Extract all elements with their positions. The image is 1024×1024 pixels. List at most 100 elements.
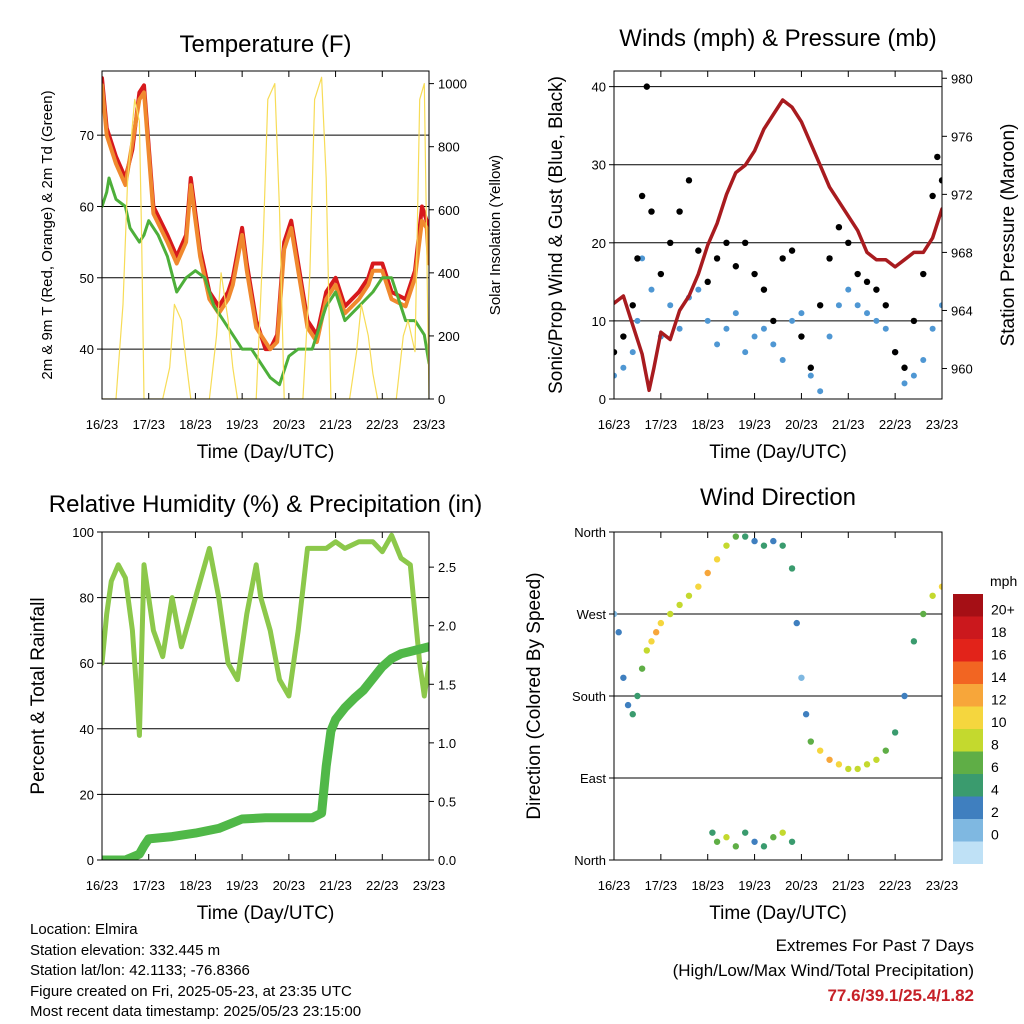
gust-point	[788, 247, 796, 254]
x-tick-label: 20/23	[273, 417, 306, 432]
plot-frame	[101, 531, 430, 861]
y2-tick-label: 1.5	[438, 677, 456, 692]
gust-point	[751, 270, 758, 278]
temp9m-line	[102, 83, 429, 352]
gust-point	[854, 270, 861, 278]
wind-point	[845, 286, 852, 293]
y-axis-label: Percent & Total Rainfall	[28, 597, 49, 794]
x-tick-label: 18/23	[691, 417, 724, 432]
gust-point	[685, 177, 693, 184]
y-tick-label: 50	[80, 271, 94, 286]
y2-tick-label: 0	[438, 392, 445, 407]
gust-point	[891, 348, 899, 356]
gust-point	[882, 302, 889, 309]
x-tick-label: 20/23	[785, 878, 818, 893]
gust-point	[760, 286, 768, 293]
x-tick-label: 20/23	[273, 878, 306, 893]
direction_north-point	[760, 843, 768, 850]
legend-label: 20+	[991, 602, 1015, 618]
wind-point	[882, 325, 889, 332]
direction-point	[615, 629, 622, 636]
wind-point	[873, 317, 880, 324]
gust-point	[929, 192, 936, 200]
legend-swatch	[953, 661, 983, 684]
y2-tick-label: 1000	[438, 77, 467, 92]
x-tick-label: 19/23	[738, 878, 771, 893]
wind-point	[676, 325, 683, 332]
legend-label: 4	[991, 782, 999, 798]
wind-point	[826, 333, 833, 340]
direction-point	[629, 711, 636, 718]
recent-timestamp: Most recent data timestamp: 2025/05/23 2…	[30, 1003, 362, 1020]
y2-tick-label: 964	[951, 303, 973, 318]
wind-point	[798, 310, 805, 317]
y2-tick-label: 0.5	[438, 794, 456, 809]
y-tick-label: 20	[80, 787, 94, 802]
gust-point	[713, 255, 721, 262]
direction-point	[704, 569, 711, 577]
direction-point	[835, 761, 843, 768]
figure-created: Figure created on Fri, 2025-05-23, at 23…	[30, 982, 352, 1000]
y-tick-label: 70	[80, 128, 94, 143]
y-axis-label: Sonic/Prop Wind & Gust (Blue, Black)	[546, 76, 567, 394]
direction-point	[802, 711, 810, 718]
chart-panel-2: Winds (mph) & Pressure (mb) 16/23 17/23 18/…	[546, 25, 1019, 463]
direction_north-point	[742, 829, 749, 836]
y2-tick-label: 968	[951, 245, 973, 260]
x-tick-label: 16/23	[598, 878, 631, 893]
gust-point	[695, 247, 702, 254]
direction-point	[938, 583, 942, 590]
wind-point	[639, 255, 646, 262]
direction-point	[816, 747, 824, 754]
x-tick-label: 21/23	[832, 878, 865, 893]
chart-title: Temperature (F)	[179, 31, 351, 58]
gust-point	[629, 302, 636, 309]
series-group	[614, 83, 942, 395]
pressure-line	[614, 98, 942, 393]
direction_north-point	[723, 834, 730, 841]
y-tick-label: East	[580, 771, 606, 786]
x-tick-label: 22/23	[366, 417, 399, 432]
x-tick-label: 19/23	[226, 878, 259, 893]
direction-point	[652, 629, 660, 636]
x-tick-label: 16/23	[598, 417, 631, 432]
y-tick-label: 20	[592, 236, 606, 251]
wind-point	[634, 317, 641, 324]
gust-point	[901, 364, 908, 371]
gust-point	[620, 333, 627, 340]
y2-tick-label: 976	[951, 129, 973, 144]
y-tick-label: 40	[80, 342, 94, 357]
x-tick-label: 16/23	[86, 878, 119, 893]
y2-tick-label: 0.0	[438, 853, 456, 868]
direction-point	[643, 647, 650, 654]
legend-label: 10	[991, 714, 1007, 730]
legend-swatch	[953, 616, 983, 639]
gust-point	[938, 177, 942, 184]
wind-point	[835, 302, 842, 309]
wind-point	[864, 310, 871, 317]
gust-point	[845, 239, 852, 247]
y-tick-label: North	[574, 525, 606, 540]
x-tick-label: 23/23	[413, 417, 446, 432]
direction_north-point	[709, 829, 716, 836]
wind-point	[929, 325, 936, 332]
x-tick-label: 19/23	[738, 417, 771, 432]
legend-label: 18	[991, 624, 1007, 640]
direction-point	[713, 556, 721, 563]
gust-point	[742, 239, 749, 247]
gust-point	[934, 153, 941, 161]
rh-line	[102, 532, 429, 738]
y2-tick-label: 600	[438, 203, 460, 218]
legend-label: 6	[991, 759, 999, 775]
direction-point	[760, 542, 768, 549]
y-axis-label: Direction (Colored By Speed)	[524, 572, 545, 819]
wind-point	[807, 372, 814, 379]
gust-point	[667, 239, 674, 247]
direction-point	[732, 533, 740, 540]
x-axis-label: Time (Day/UTC)	[197, 442, 335, 463]
y2-tick-label: 980	[951, 71, 973, 86]
wind-point	[614, 372, 617, 379]
chart-panel-3: Relative Humidity (%) & Precipitation (i…	[28, 491, 482, 924]
extremes-title: Extremes For Past 7 Days	[775, 936, 974, 955]
